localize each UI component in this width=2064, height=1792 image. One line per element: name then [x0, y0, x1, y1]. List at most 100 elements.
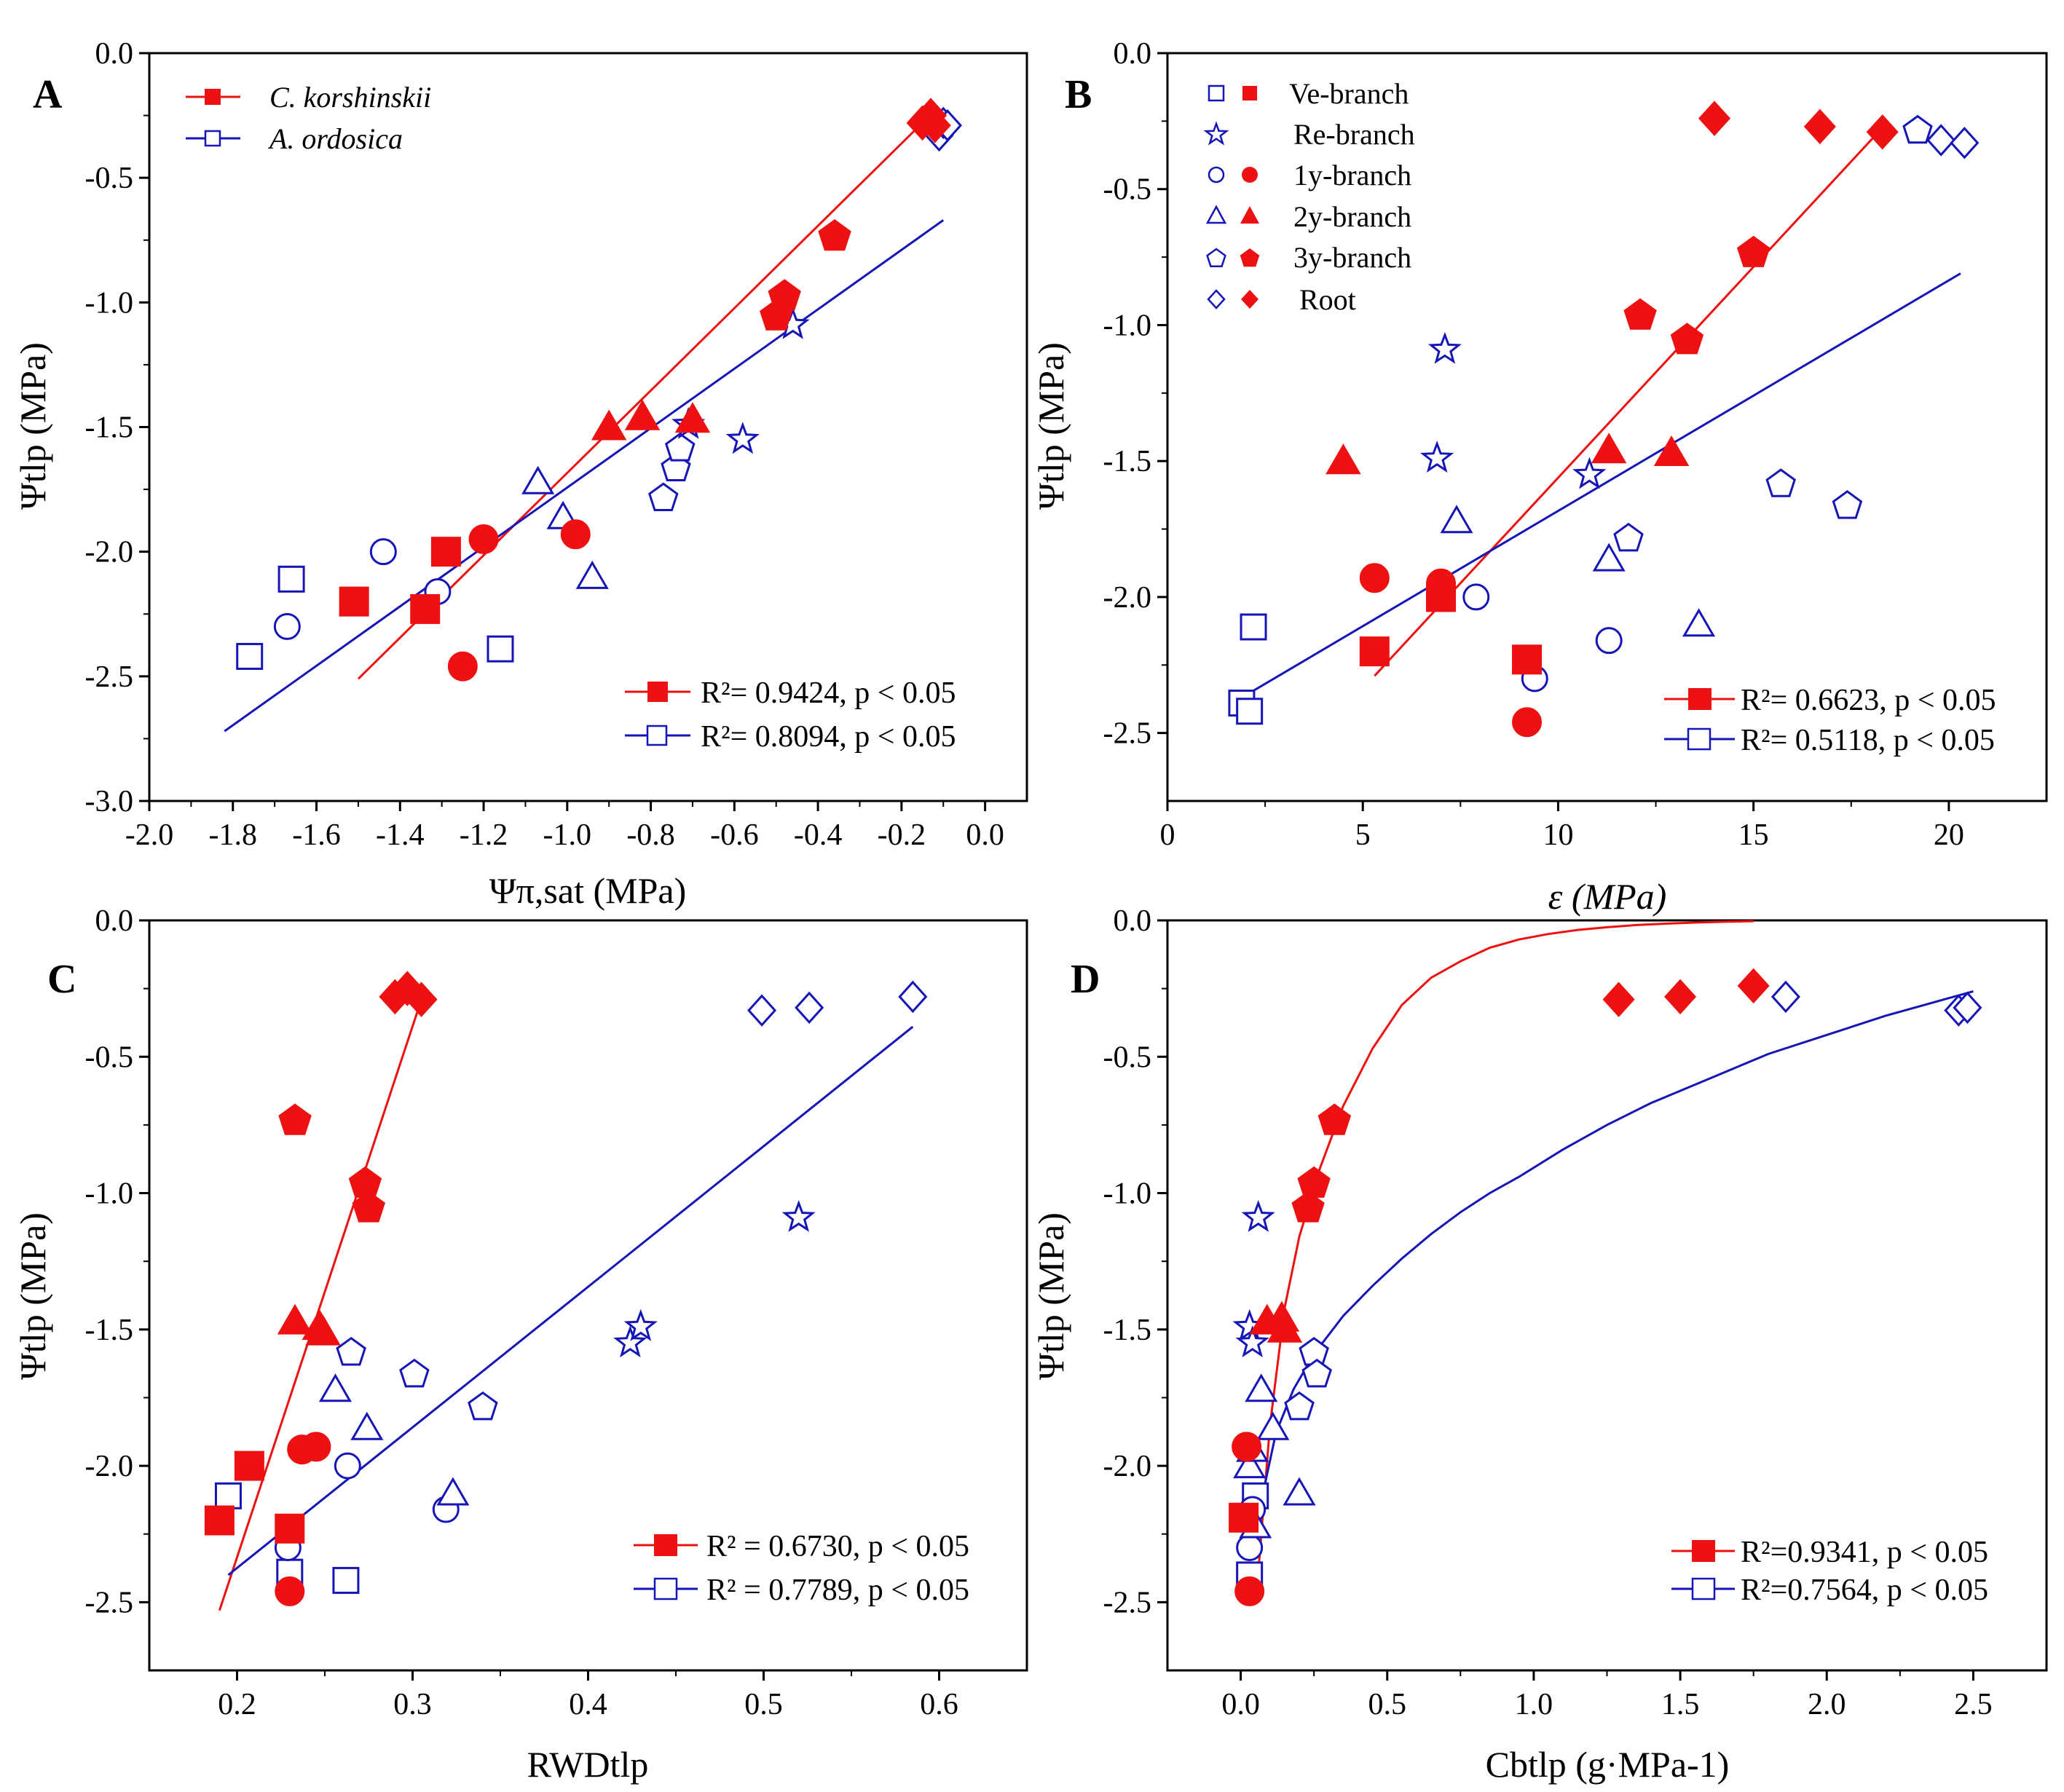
legend-a: C. korshinskii A. ordosica [186, 81, 431, 155]
y-tick-label-c-5: -2.5 [85, 1586, 134, 1619]
point-d-blue-circle-2 [1236, 1534, 1264, 1561]
point-a-blue-circle-3 [273, 612, 301, 640]
y-tick-label-c-0: 0.0 [95, 904, 134, 938]
stat-marker-a-1 [647, 682, 668, 702]
point-b-red-pentagon-10 [1670, 323, 1704, 355]
point-b-blue-pentagon-15 [1902, 114, 1933, 144]
point-a-red-pentagon-11 [818, 219, 851, 251]
point-a-red-diamond-14 [918, 108, 951, 143]
x-tick-label-c-0: 0.2 [218, 1688, 256, 1721]
point-d-blue-triangle-8 [1256, 1411, 1290, 1440]
point-b-blue-star-9 [1419, 441, 1454, 473]
point-d-blue-diamond-16 [1770, 980, 1800, 1014]
fit-line-c-blue [227, 1025, 914, 1576]
point-c-red-triangle-8 [305, 1314, 341, 1346]
point-a-blue-circle-4 [369, 538, 397, 566]
point-c-blue-triangle-7 [350, 1411, 384, 1440]
point-a-red-circle-3 [468, 524, 499, 555]
legend-label-a-1: C. korshinskii [269, 81, 431, 114]
y-tick-label-c-2: -1.0 [85, 1177, 134, 1211]
y-axis-title-b: Ψtlp (MPa) [1031, 342, 1071, 510]
point-c-red-pentagon-9 [278, 1103, 312, 1135]
point-c-blue-pentagon-11 [468, 1391, 498, 1421]
y-tick-label-b-5: -2.5 [1103, 717, 1152, 751]
legend-marker-b-6-filled [1241, 290, 1259, 309]
point-c-blue-diamond-16 [795, 991, 824, 1025]
y-axis-title-c: Ψtlp (MPa) [12, 1212, 53, 1380]
fit-line-d-red [1257, 920, 1754, 1573]
fit-line-b-red [1374, 131, 1880, 677]
legend-marker-b-2 [1203, 121, 1229, 146]
point-b-blue-triangle-8 [1682, 608, 1716, 637]
x-tick-label-a-1: -1.8 [209, 818, 258, 852]
marks-c: 0.2 0.3 0.4 0.5 0.6 0.0 -0.5 -1.0 -1.5 -2.0 -2.5 [85, 904, 958, 1721]
point-c-blue-star-12 [613, 1325, 647, 1358]
x-tick-label-a-10: 0.0 [966, 818, 1004, 852]
x-tick-label-c-3: 0.5 [744, 1688, 783, 1721]
point-a-blue-triangle-6 [521, 465, 555, 494]
point-b-red-triangle-7 [1591, 433, 1627, 464]
point-b-blue-pentagon-13 [1765, 468, 1796, 497]
y-tick-label-b-2: -1.0 [1103, 309, 1152, 342]
y-tick-label-b-4: -2.0 [1103, 581, 1152, 615]
point-c-blue-square-0 [214, 1482, 242, 1509]
point-d-red-circle-1 [1232, 1432, 1262, 1462]
x-axis-title-d: Cbtlp (g·MPa-1) [1486, 1744, 1730, 1785]
stat-marker-c-1 [654, 1534, 677, 1556]
legend-marker-b-5-filled [1240, 248, 1260, 267]
y-axis-title-d: Ψtlp (MPa) [1031, 1212, 1071, 1380]
point-b-blue-diamond-17 [1950, 126, 1980, 159]
point-a-blue-triangle-8 [575, 560, 609, 589]
y-tick-label-d-1: -0.5 [1103, 1041, 1152, 1074]
point-d-blue-triangle-4 [1233, 1450, 1267, 1479]
point-c-red-square-1 [234, 1450, 264, 1481]
y-tick-label-d-3: -1.5 [1103, 1314, 1152, 1347]
point-b-red-diamond-12 [1698, 100, 1731, 136]
point-c-blue-square-2 [332, 1566, 360, 1594]
stat-marker-b-2 [1687, 727, 1712, 751]
x-tick-label-a-7: -0.6 [710, 818, 759, 852]
point-c-blue-triangle-8 [436, 1477, 470, 1506]
point-a-red-triangle-7 [624, 399, 661, 430]
stat-marker-c-2 [653, 1577, 678, 1600]
y-tick-label-d-4: -2.0 [1103, 1450, 1152, 1483]
stats-a: R²= 0.9424, p < 0.05 R²= 0.8094, p < 0.0… [625, 676, 956, 754]
point-c-blue-circle-4 [334, 1452, 361, 1480]
y-tick-label-a-2: -1.0 [85, 286, 134, 320]
point-d-red-triangle-5 [1267, 1311, 1303, 1343]
legend-marker-b-3-filled [1242, 167, 1258, 183]
panel-letter-a: A [33, 72, 63, 117]
legend-b: Ve-branch Re-branch 1y-branch 2y-branch … [1203, 77, 1415, 316]
legend-label-a-2: A. ordosica [267, 122, 403, 155]
legend-label-b-1: Ve-branch [1289, 77, 1409, 110]
point-d-red-square-0 [1229, 1502, 1259, 1533]
y-tick-label-a-3: -1.5 [85, 411, 134, 445]
x-axis-title-b: ε (MPa) [1548, 876, 1667, 917]
y-tick-label-a-0: 0.0 [95, 37, 134, 71]
y-tick-label-b-3: -1.5 [1103, 445, 1152, 478]
point-b-red-triangle-6 [1326, 443, 1361, 475]
point-a-blue-square-2 [487, 635, 514, 663]
point-b-red-pentagon-11 [1736, 235, 1770, 267]
x-tick-label-c-1: 0.3 [393, 1688, 432, 1721]
point-d-red-diamond-9 [1602, 982, 1635, 1017]
legend-marker-b-4-open [1205, 205, 1227, 224]
stat-text-c-1: R² = 0.6730, p < 0.05 [706, 1530, 969, 1563]
stat-marker-b-1 [1688, 688, 1712, 710]
x-axis-title-a: Ψπ,sat (MPa) [489, 870, 686, 911]
point-a-blue-pentagon-9 [648, 482, 679, 511]
x-tick-label-a-4: -1.2 [460, 818, 508, 852]
x-tick-label-a-9: -0.2 [878, 818, 926, 852]
x-tick-label-b-0: 0 [1160, 818, 1175, 852]
point-a-red-square-2 [430, 537, 461, 567]
y-tick-label-d-2: -1.0 [1103, 1177, 1152, 1211]
point-c-blue-pentagon-9 [336, 1336, 366, 1366]
legend-marker-b-1-open [1208, 84, 1225, 102]
y-axis-title-a: Ψtlp (MPa) [12, 342, 53, 510]
y-tick-label-c-3: -1.5 [85, 1314, 134, 1347]
x-tick-label-a-6: -0.8 [626, 818, 675, 852]
stat-marker-d-2 [1691, 1577, 1716, 1600]
panel-d: D 0.0 0.5 1.0 1.5 2.0 2.5 0.0 -0.5 -1.0 -1.5 -2.0 -… [1031, 904, 2048, 1785]
legend-label-b-2: Re-branch [1293, 118, 1415, 151]
